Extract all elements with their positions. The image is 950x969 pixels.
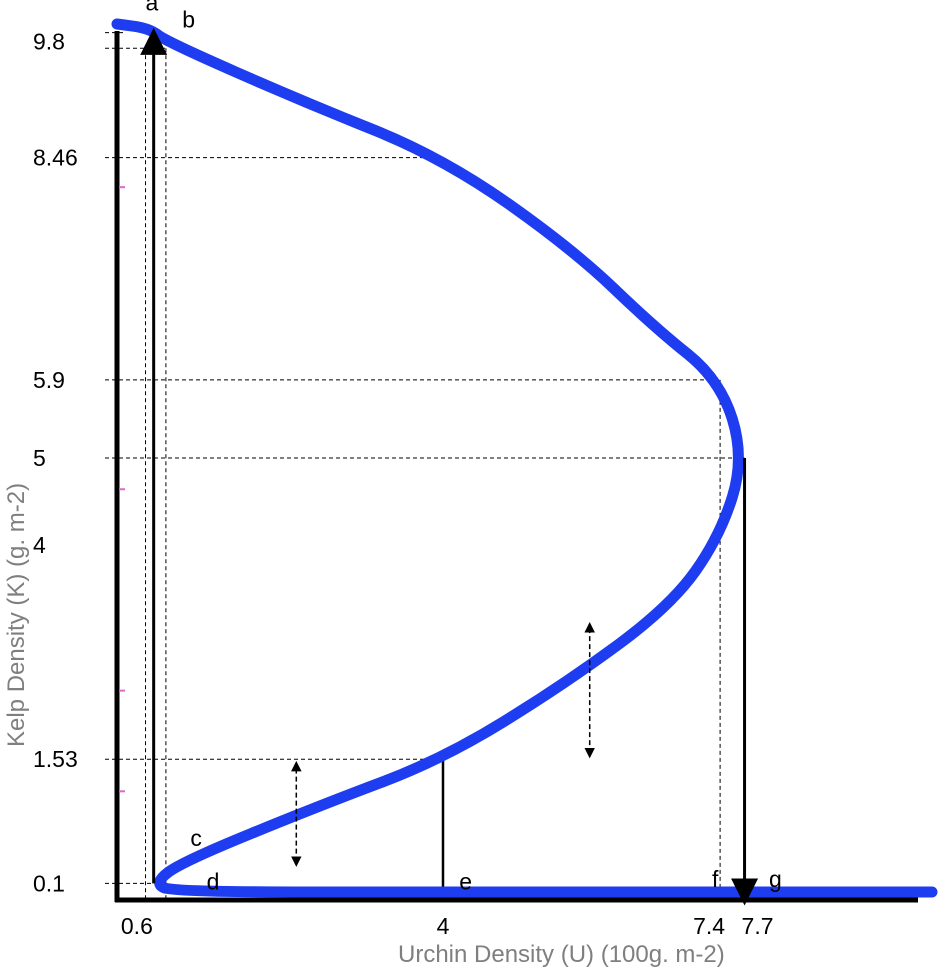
arrows-layer xyxy=(140,27,759,906)
y-tick-label: 8.46 xyxy=(33,145,78,171)
y-tick-label: 1.53 xyxy=(33,746,78,772)
series-curve xyxy=(111,18,938,898)
point-label-e: e xyxy=(459,869,472,895)
y-axis-title: Kelp Density (K) (g. m-2) xyxy=(3,483,30,747)
y-tick-label: 5 xyxy=(33,445,46,471)
y-tick-label: 9.8 xyxy=(33,28,65,54)
x-tick-label: 7.7 xyxy=(742,913,774,939)
point-label-f: f xyxy=(712,866,719,892)
x-tick-label: 0.6 xyxy=(121,913,153,939)
guide-lines xyxy=(105,32,745,900)
y-tick-label: 5.9 xyxy=(33,367,65,393)
curve-layer xyxy=(111,18,938,898)
point-label-d: d xyxy=(207,869,220,895)
x-axis-title: Urchin Density (U) (100g. m-2) xyxy=(398,941,725,968)
labels-layer: 0.1 1.53 4 5 5.9 8.46 9.8 0.6 4 7.4 7.7 a b cd e f g Urch… xyxy=(3,0,782,968)
x-tick-label: 7.4 xyxy=(693,913,725,939)
point-label-c: c xyxy=(190,825,202,851)
point-label-g: g xyxy=(769,866,782,892)
point-label-a: a xyxy=(146,0,159,15)
x-tick-label: 4 xyxy=(437,913,450,939)
y-tick-label: 4 xyxy=(33,532,46,558)
point-label-b: b xyxy=(182,7,195,33)
axes xyxy=(114,31,918,903)
y-tick-label: 0.1 xyxy=(33,870,65,896)
